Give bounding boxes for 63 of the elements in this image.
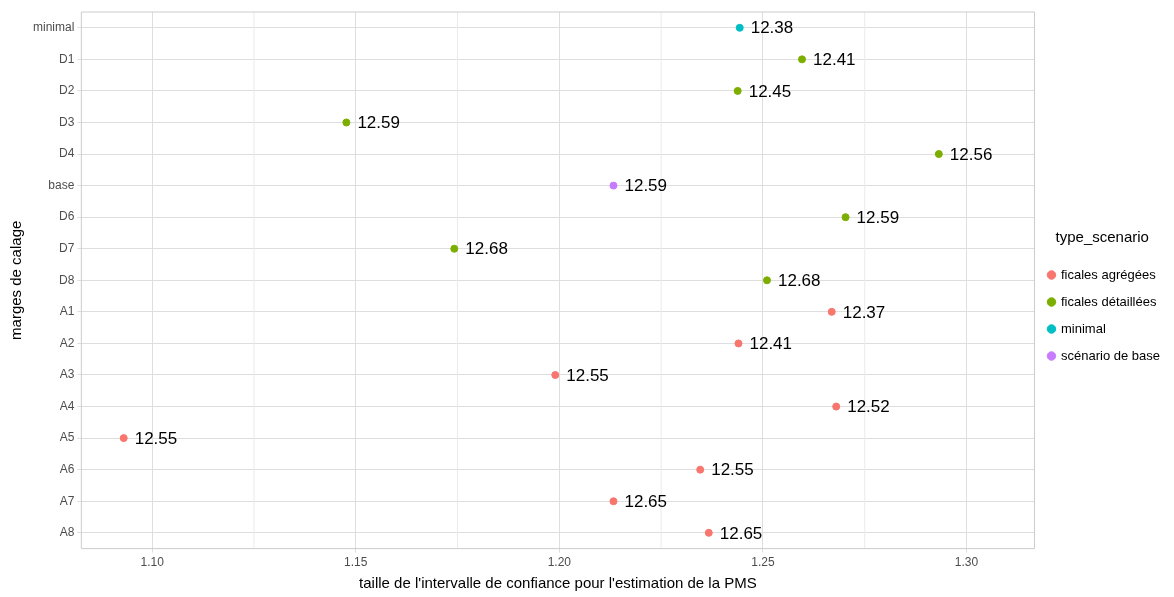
y-tick-label: A3 [59,367,75,382]
x-tick-label: 1.10 [140,555,165,570]
x-tick-label: 1.25 [751,555,775,570]
point [832,402,841,411]
legend-label: ficales détaillées [1060,293,1157,309]
annotation: 12.68 [465,239,508,259]
annotation: 12.55 [134,428,178,448]
x-tick-label: 1.30 [954,555,979,570]
legend-label: minimal [1060,320,1106,336]
y-tick-label: A6 [59,462,75,476]
y-tick-label: D6 [58,209,75,224]
annotation: 12.59 [856,207,900,227]
annotation: 12.38 [750,18,794,38]
legend-label: ficales agrégées [1060,266,1157,282]
annotation: 12.59 [357,113,400,133]
annotation: 12.56 [949,144,993,164]
y-tick-label: D3 [58,114,75,129]
point [119,434,128,443]
point [696,465,705,474]
annotation: 12.41 [749,334,793,354]
y-tick-label: D2 [58,83,75,98]
y-tick-label: D7 [58,241,75,256]
annotation: 12.59 [624,176,668,196]
y-tick-label: A1 [59,304,75,319]
y-tick-label: minimal [32,20,75,35]
x-tick-label: 1.20 [547,555,572,570]
y-tick-label: A4 [59,398,75,413]
point [734,339,743,348]
annotation: 12.68 [777,270,821,290]
y-tick-label: D4 [58,146,75,161]
y-tick-label: A8 [59,525,75,540]
point [704,528,713,537]
x-axis-title: taille de l'intervalle de confiance pour l'estimation de la PMS [359,574,757,592]
annotation: 12.55 [566,365,609,385]
annotation: 12.65 [719,523,763,543]
annotation: 12.45 [748,81,792,101]
y-tick-label: D8 [58,272,75,287]
y-tick-label: base [48,177,75,192]
annotation: 12.55 [711,460,754,480]
point [551,370,560,379]
point [762,276,771,285]
point [450,244,459,253]
point [827,307,836,316]
point [733,86,742,95]
point [609,181,618,190]
legend-label: scénario de base [1060,347,1160,363]
legend-title: type_scenario [1055,228,1149,246]
y-tick-label: A2 [59,335,75,350]
point [609,497,618,506]
annotation: 12.37 [842,302,886,322]
x-tick-label: 1.15 [344,555,368,570]
y-axis-title: marges de calage [7,220,25,340]
point [841,213,850,222]
y-tick-label: A5 [59,430,75,445]
point [798,55,806,64]
annotation: 12.41 [813,50,856,70]
y-tick-label: A7 [59,493,75,508]
point [735,23,744,32]
point [934,150,943,159]
y-tick-label: D1 [58,51,75,66]
point [342,118,351,127]
annotation: 12.52 [847,397,890,417]
annotation: 12.65 [624,491,668,511]
